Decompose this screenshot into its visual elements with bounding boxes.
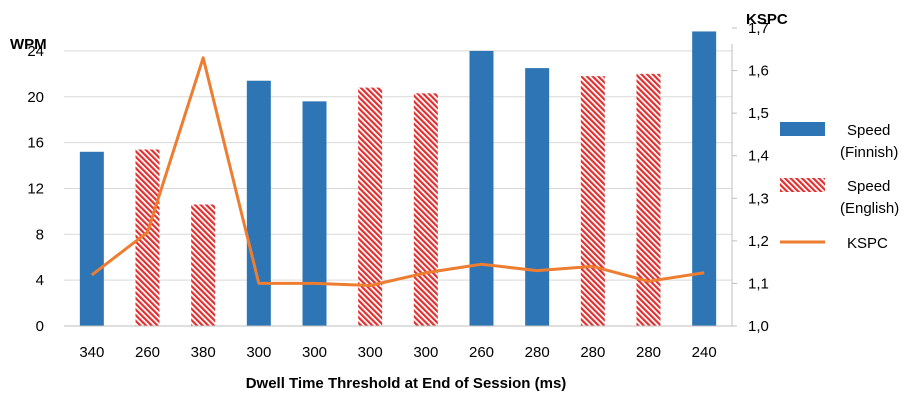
tick-labels: 0 4 8 12 16 20 24 1,0 1,1 1,2 1,3 1,4 1,5 1,6 1,7 340 26…	[27, 20, 769, 361]
x-tick-label: 380	[191, 344, 216, 361]
x-tick-label: 340	[79, 344, 104, 361]
legend-swatch-speed-finnish	[780, 122, 825, 136]
y-right-axis-title: KSPC	[746, 11, 788, 28]
bar-speed-finnish	[692, 31, 717, 326]
y-right-tick-label: 1,3	[748, 190, 769, 207]
bar-speed-finnish	[302, 101, 327, 326]
y-left-tick-label: 24	[27, 43, 44, 60]
legend-label: (Finnish)	[840, 144, 898, 161]
axes	[64, 27, 737, 327]
x-tick-label: 260	[135, 344, 160, 361]
y-right-tick-label: 1,0	[748, 318, 769, 335]
x-tick-label: 260	[469, 344, 494, 361]
kspc-line-layer	[90, 56, 705, 288]
x-tick-label: 300	[413, 344, 438, 361]
y-left-tick-label: 0	[36, 318, 44, 335]
y-right-tick-label: 1,5	[748, 105, 769, 122]
y-right-tick-label: 1,6	[748, 63, 769, 80]
line-kspc	[90, 56, 705, 288]
x-tick-label: 300	[302, 344, 327, 361]
bar-speed-english	[636, 73, 661, 326]
legend-label: Speed	[847, 178, 890, 195]
bar-speed-finnish	[246, 80, 271, 326]
y-right-tick-label: 1,1	[748, 275, 769, 292]
x-tick-label: 280	[580, 344, 605, 361]
x-tick-label: 280	[636, 344, 661, 361]
bar-speed-english	[191, 204, 216, 326]
y-left-axis-title: WPM	[10, 36, 47, 53]
y-left-tick-label: 4	[36, 272, 44, 289]
x-tick-label: 240	[692, 344, 717, 361]
y-right-tick-label: 1,2	[748, 233, 769, 250]
bar-speed-english	[413, 93, 438, 326]
x-tick-label: 300	[246, 344, 271, 361]
legend: Speed (Finnish) Speed (English) KSPC	[780, 122, 899, 252]
grid-lines	[64, 50, 732, 281]
legend-label: KSPC	[847, 235, 888, 252]
y-left-tick-label: 20	[27, 89, 44, 106]
legend-swatch-speed-english	[780, 178, 825, 192]
y-left-tick-label: 8	[36, 226, 44, 243]
y-right-tick-label: 1,7	[748, 20, 769, 37]
y-left-tick-label: 16	[27, 135, 44, 152]
legend-label: Speed	[847, 122, 890, 139]
y-left-tick-label: 12	[27, 180, 44, 197]
x-tick-label: 280	[525, 344, 550, 361]
y-right-tick-label: 1,4	[748, 148, 769, 165]
x-tick-label: 300	[358, 344, 383, 361]
bar-speed-finnish	[525, 68, 550, 326]
bar-speed-finnish	[469, 50, 494, 327]
bar-speed-english	[358, 87, 383, 326]
bar-speed-english	[580, 76, 605, 326]
legend-label: (English)	[840, 200, 899, 217]
bars	[79, 31, 717, 327]
x-axis-title: Dwell Time Threshold at End of Session (…	[246, 375, 567, 392]
bar-speed-finnish	[79, 151, 104, 326]
